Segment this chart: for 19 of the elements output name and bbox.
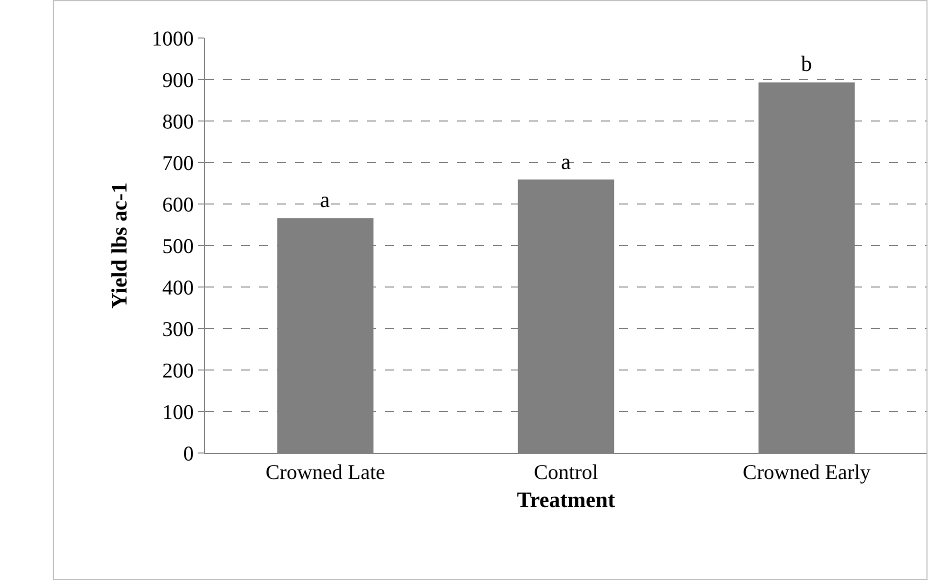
y-tick-label: 300 — [162, 316, 194, 341]
y-tick-label: 400 — [162, 275, 194, 300]
y-tick-label: 900 — [162, 68, 194, 92]
y-tick-label: 800 — [162, 109, 194, 134]
x-tick-label: Crowned Early — [742, 460, 872, 484]
y-tick-label: 500 — [162, 234, 194, 258]
annotation: a — [561, 149, 571, 174]
y-tick-label: 1000 — [152, 26, 194, 50]
x-tick-label: Crowned Late — [266, 460, 386, 484]
y-tick-label: 100 — [162, 400, 194, 424]
y-axis-title: Yield lbs ac-1 — [106, 182, 132, 309]
x-tick-label: Control — [534, 460, 598, 484]
y-tick-label: 200 — [162, 358, 194, 382]
y-tick-label: 700 — [162, 150, 194, 175]
annotation: a — [320, 187, 330, 212]
annotation: b — [801, 51, 812, 76]
x-axis-title: Treatment — [516, 487, 616, 512]
y-tick-label: 0 — [183, 441, 194, 466]
y-tick-label: 600 — [162, 192, 194, 216]
